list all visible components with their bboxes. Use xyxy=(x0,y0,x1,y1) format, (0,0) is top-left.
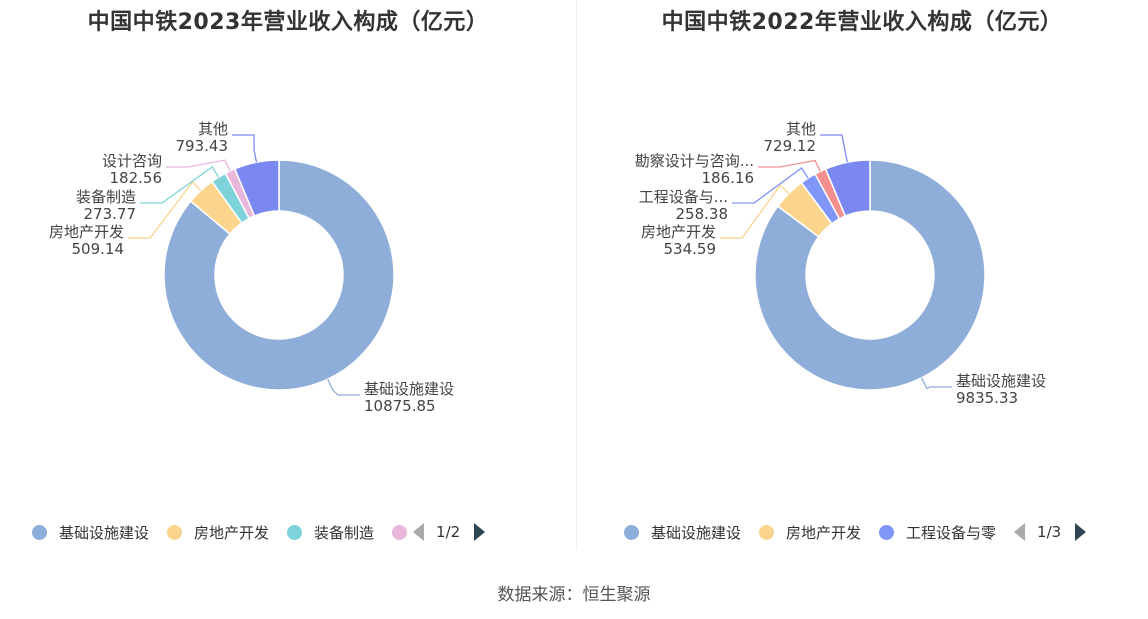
donut-slice-0[interactable] xyxy=(754,159,986,391)
leader-line-4 xyxy=(820,134,848,163)
slice-label: 其他 xyxy=(786,120,816,138)
slice-value-label: 186.16 xyxy=(702,169,755,187)
legend-marker xyxy=(287,524,303,540)
legend-item[interactable]: 房地产开发 xyxy=(759,522,861,543)
panel-divider xyxy=(576,0,577,550)
legend-marker xyxy=(759,524,775,540)
leader-line-4 xyxy=(232,134,258,163)
chart-title: 中国中铁2022年营业收入构成（亿元） xyxy=(661,10,1063,35)
prev-page-icon[interactable] xyxy=(1014,523,1026,541)
legend-label: 房地产开发 xyxy=(786,523,862,542)
legend-item[interactable]: 装备制造 xyxy=(287,522,374,543)
donut-slice-4[interactable] xyxy=(824,159,871,217)
slice-value-label: 534.59 xyxy=(664,240,717,258)
legend-page-indicator: 1/3 xyxy=(1037,523,1062,541)
legend-label: 基础设施建设 xyxy=(59,523,150,542)
leader-line-3 xyxy=(758,159,821,172)
slice-label: 房地产开发 xyxy=(641,223,716,241)
slice-label: 勘察设计与咨询... xyxy=(635,152,754,170)
prev-page-icon[interactable] xyxy=(413,523,425,541)
slice-label: 基础设施建设 xyxy=(364,380,454,398)
slice-value-label: 258.38 xyxy=(676,205,729,223)
slice-label: 设计咨询 xyxy=(102,152,162,170)
legend-label: 房地产开发 xyxy=(194,523,270,542)
slice-value-label: 182.56 xyxy=(110,169,163,187)
chart-panel-2023: 中国中铁2023年营业收入构成（亿元） 基础设施建设 10875.85 房地产开发 5… xyxy=(0,0,576,560)
legend-label: 基础设施建设 xyxy=(651,523,742,542)
leader-line-2 xyxy=(732,167,809,204)
slice-label: 基础设施建设 xyxy=(956,372,1046,390)
legend-marker xyxy=(32,524,47,540)
legend-marker xyxy=(879,524,895,540)
legend-label: 工程设备与零 xyxy=(906,523,997,542)
legend-marker xyxy=(167,524,183,540)
slice-label: 房地产开发 xyxy=(49,223,124,241)
donut-slice-0[interactable] xyxy=(163,159,395,391)
chart-panel-2022: 中国中铁2022年营业收入构成（亿元） 基础设施建设 9835.33 房地产开发 53… xyxy=(576,0,1148,560)
leader-line-1 xyxy=(720,184,790,239)
legend-page-indicator: 1/2 xyxy=(436,523,461,541)
legend-pager: 1/2 xyxy=(413,523,486,541)
slice-value-label: 10875.85 xyxy=(364,397,436,415)
data-source: 数据来源：恒生聚源 xyxy=(497,585,651,605)
legend-item[interactable]: 基础设施建设 xyxy=(624,522,741,543)
next-page-icon[interactable] xyxy=(1075,523,1087,541)
legend-marker xyxy=(624,524,639,540)
slice-label: 工程设备与... xyxy=(639,188,728,206)
slice-value-label: 793.43 xyxy=(176,137,229,155)
slice-value-label: 9835.33 xyxy=(956,389,1018,407)
slice-label: 装备制造 xyxy=(76,188,136,206)
legend-item[interactable]: 基础设施建设 xyxy=(32,522,149,543)
slice-value-label: 509.14 xyxy=(72,240,125,258)
legend-label: 装备制造 xyxy=(314,523,375,542)
slice-value-label: 273.77 xyxy=(84,205,137,223)
legend: 基础设施建设 房地产开发 装备制造 1/2 xyxy=(32,518,486,546)
legend-item[interactable]: 房地产开发 xyxy=(167,522,269,543)
leader-line-0 xyxy=(327,378,360,396)
leader-line-3 xyxy=(166,159,231,172)
chart-title: 中国中铁2023年营业收入构成（亿元） xyxy=(87,10,489,35)
legend-item[interactable] xyxy=(392,524,408,540)
leader-line-2 xyxy=(140,166,220,204)
leader-line-0 xyxy=(920,377,952,390)
legend: 基础设施建设 房地产开发 工程设备与零 1/3 xyxy=(624,518,1087,546)
legend-item[interactable]: 工程设备与零 xyxy=(879,522,996,543)
slice-value-label: 729.12 xyxy=(764,137,817,155)
legend-marker xyxy=(392,524,408,540)
slice-label: 其他 xyxy=(198,120,228,138)
legend-pager: 1/3 xyxy=(1014,523,1087,541)
leader-line-1 xyxy=(128,180,202,239)
next-page-icon[interactable] xyxy=(474,523,486,541)
donut-slice-4[interactable] xyxy=(233,159,280,217)
